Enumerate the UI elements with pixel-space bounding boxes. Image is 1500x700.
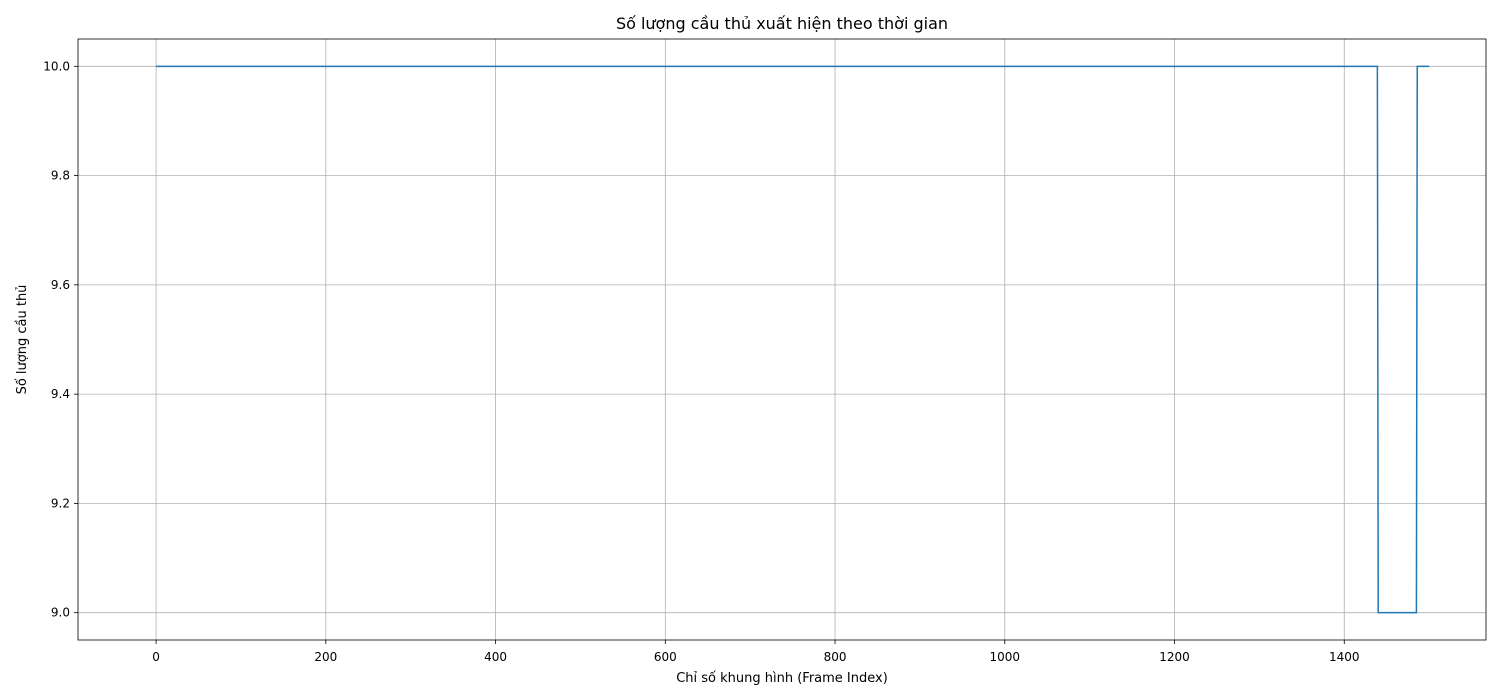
- x-tick-label: 1400: [1329, 650, 1360, 664]
- x-tick-label: 400: [484, 650, 507, 664]
- chart-title: Số lượng cầu thủ xuất hiện theo thời gia…: [616, 14, 948, 33]
- x-axis-ticks: 0 200 400 600 800 1000 1200 1400: [152, 640, 1360, 664]
- y-axis-label: Số lượng cầu thủ: [15, 285, 30, 395]
- y-tick-label: 9.0: [51, 606, 70, 620]
- plot-area-frame: [77, 38, 1487, 641]
- y-tick-label: 9.8: [51, 169, 70, 183]
- x-tick-label: 0: [152, 650, 160, 664]
- series-line: [156, 65, 1430, 614]
- y-tick-label: 10.0: [43, 59, 70, 73]
- y-tick-label: 9.4: [51, 387, 70, 401]
- grid: [78, 39, 1486, 640]
- x-tick-label: 600: [654, 650, 677, 664]
- y-tick-label: 9.6: [51, 278, 70, 292]
- y-tick-label: 9.2: [51, 496, 70, 510]
- x-tick-label: 1200: [1159, 650, 1190, 664]
- x-axis-label: Chỉ số khung hình (Frame Index): [676, 671, 888, 686]
- x-tick-label: 1000: [990, 650, 1021, 664]
- x-tick-label: 800: [824, 650, 847, 664]
- x-tick-label: 200: [314, 650, 337, 664]
- series-layer: [156, 65, 1430, 614]
- y-axis-ticks: 9.0 9.2 9.4 9.6 9.8 10.0: [43, 59, 78, 620]
